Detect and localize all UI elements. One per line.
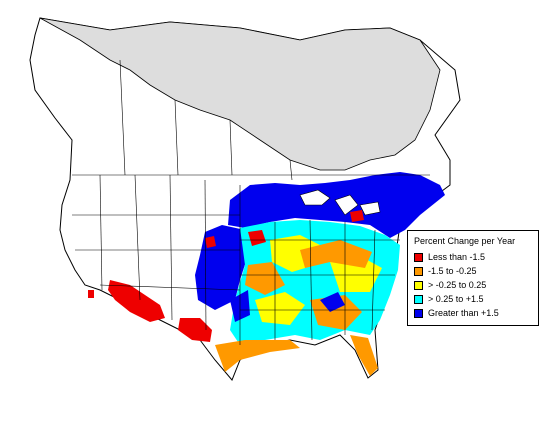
region-decrease-strong-baja bbox=[88, 290, 94, 298]
great-lakes bbox=[299, 189, 381, 216]
legend-swatch-cyan bbox=[414, 294, 423, 304]
region-decrease-strong-east bbox=[350, 210, 364, 222]
boundary-lines bbox=[72, 59, 430, 345]
legend-item-less-than-1-5: Less than -1.5 bbox=[414, 251, 485, 263]
legend-swatch-red bbox=[414, 252, 423, 262]
legend-swatch-orange bbox=[414, 266, 423, 276]
region-decrease-moderate-florida bbox=[350, 335, 378, 376]
legend-label: Less than -1.5 bbox=[428, 252, 486, 262]
legend-label: -1.5 to -0.25 bbox=[428, 266, 477, 276]
legend-label: > 0.25 to +1.5 bbox=[428, 294, 484, 304]
legend: Percent Change per Year Less than -1.5 -… bbox=[407, 230, 539, 326]
region-decrease-moderate-3 bbox=[310, 295, 362, 330]
legend-item-minus-0-25-to-0-25: > -0.25 to 0.25 bbox=[414, 279, 486, 291]
legend-label: Greater than +1.5 bbox=[428, 308, 499, 318]
legend-swatch-yellow bbox=[414, 280, 423, 290]
region-decrease-strong-west-edge bbox=[205, 236, 216, 248]
legend-title: Percent Change per Year bbox=[414, 236, 516, 246]
region-decrease-strong-plains bbox=[248, 230, 266, 246]
legend-swatch-blue bbox=[414, 308, 423, 318]
legend-item-greater-than-1-5: Greater than +1.5 bbox=[414, 307, 499, 319]
region-stable-3 bbox=[255, 292, 305, 325]
no-data-region-north bbox=[39, 17, 441, 171]
region-stable-2 bbox=[330, 256, 382, 292]
region-increase-strong-east-1 bbox=[320, 292, 345, 312]
region-decrease-strong-texas bbox=[178, 318, 212, 342]
legend-item-0-25-to-1-5: > 0.25 to +1.5 bbox=[414, 293, 484, 305]
region-decrease-moderate-1 bbox=[300, 240, 372, 268]
legend-label: > -0.25 to 0.25 bbox=[428, 280, 487, 290]
region-decrease-moderate-gulf bbox=[215, 340, 300, 372]
legend-item-minus-1-5-to-minus-0-25: -1.5 to -0.25 bbox=[414, 265, 477, 277]
region-decrease-strong-mexico bbox=[108, 280, 165, 322]
region-increase-strong-north bbox=[228, 172, 445, 238]
